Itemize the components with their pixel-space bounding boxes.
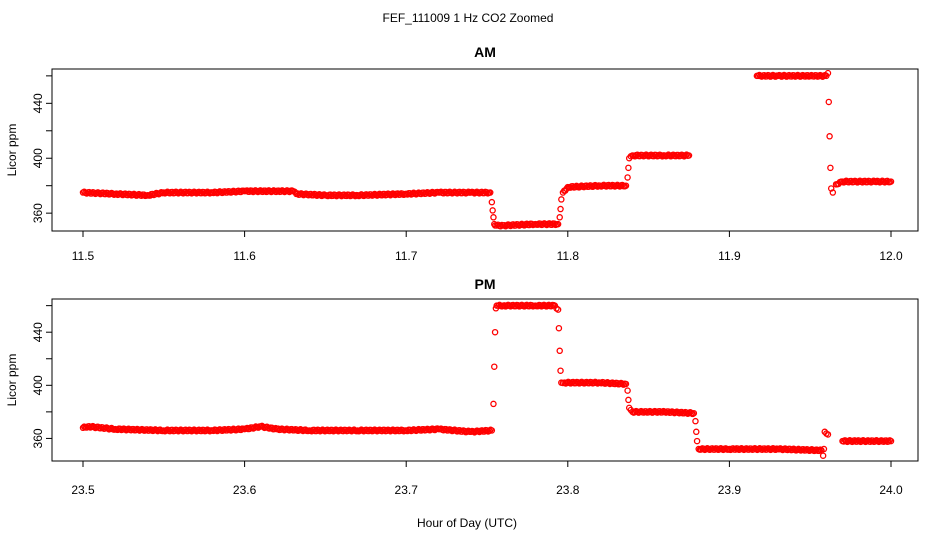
panel-am-xtick-label: 11.9	[718, 249, 741, 263]
data-point	[685, 152, 693, 159]
data-point	[625, 396, 632, 404]
data-point	[692, 417, 699, 425]
data-point	[555, 324, 563, 332]
panel-pm-plot-frame	[51, 298, 919, 462]
panel-pm-xtick-label: 24.0	[879, 483, 903, 497]
data-point	[556, 214, 563, 221]
data-point	[558, 196, 565, 203]
data-point	[887, 437, 895, 445]
panel-pm-ytick-label: 400	[31, 375, 45, 395]
panel-am-xtick-label: 12.0	[879, 249, 903, 263]
data-point	[827, 164, 834, 172]
panel-am-points	[79, 70, 895, 230]
data-point	[824, 70, 832, 77]
data-point	[824, 431, 832, 438]
data-point	[557, 205, 564, 213]
data-point	[488, 198, 496, 206]
data-point	[825, 98, 833, 106]
panel-am-xtick-label: 11.7	[395, 249, 418, 263]
panel-am-xtick-label: 11.5	[72, 249, 95, 263]
data-point	[554, 306, 562, 313]
data-point	[488, 427, 496, 434]
data-point	[622, 182, 630, 189]
data-point	[622, 380, 630, 388]
panel-pm-points	[79, 301, 895, 459]
data-point	[820, 445, 828, 453]
data-point	[554, 220, 562, 228]
panel-am: AM Licor ppm 11.5 11.6 11.7 11.8 11.9 12.0 360…	[5, 44, 919, 263]
panel-pm-xtick-label: 23.7	[395, 483, 419, 497]
data-point	[819, 452, 827, 459]
panel-am-plot-frame	[51, 68, 919, 232]
data-point	[829, 189, 837, 196]
panel-am-ytick-label: 400	[31, 148, 45, 168]
panel-am-ytick-label: 440	[31, 93, 45, 113]
panel-am-xtick-label: 11.8	[557, 249, 580, 263]
panel-pm-xtick-label: 23.9	[718, 483, 742, 497]
data-point	[826, 133, 833, 140]
panel-pm-xtick-label: 23.5	[71, 483, 95, 497]
panel-am-ylabel: Licor ppm	[5, 124, 19, 177]
data-point	[625, 164, 632, 172]
data-point	[624, 174, 631, 181]
data-point	[693, 428, 700, 436]
data-point	[489, 207, 496, 214]
data-point	[490, 214, 497, 221]
panel-pm-ylabel: Licor ppm	[5, 354, 19, 407]
data-point	[887, 178, 895, 185]
panel-pm-ytick-label: 440	[31, 322, 45, 342]
panel-am-ytick-label: 360	[31, 203, 45, 223]
data-point	[693, 437, 701, 445]
panel-pm-xtick-label: 23.6	[233, 483, 257, 497]
data-point	[491, 363, 498, 370]
panel-pm-ytick-label: 360	[31, 428, 45, 448]
figure-title: FEF_111009 1 Hz CO2 Zoomed	[383, 11, 554, 25]
data-point	[556, 347, 563, 355]
panel-am-title: AM	[474, 44, 496, 60]
data-point	[490, 400, 497, 408]
data-point	[885, 438, 892, 445]
figure-xlabel: Hour of Day (UTC)	[417, 516, 517, 530]
panel-pm: PM Licor ppm 23.5 23.6 23.7 23.8 23.9 24.0 360…	[5, 276, 919, 497]
data-point	[557, 367, 564, 374]
panel-pm-title: PM	[475, 276, 496, 292]
data-point	[690, 409, 698, 417]
data-point	[486, 427, 493, 435]
panel-am-xtick-label: 11.6	[233, 249, 256, 263]
data-point	[486, 189, 494, 196]
data-point	[491, 328, 499, 336]
data-point	[624, 387, 631, 394]
panel-pm-xtick-label: 23.8	[556, 483, 580, 497]
